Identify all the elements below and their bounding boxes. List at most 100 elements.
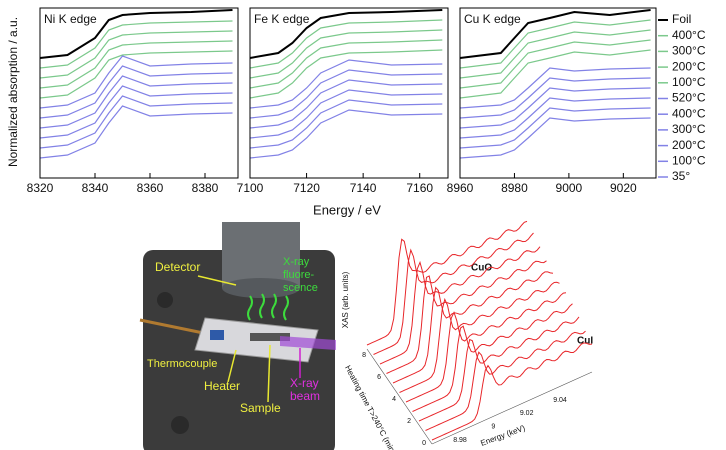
legend-label: 520°C (672, 91, 706, 105)
spectrum (39, 55, 233, 109)
time-tick-label: 2 (407, 418, 411, 425)
energy-tick-label: 9 (491, 424, 495, 431)
time-tick-label: 8 (362, 352, 366, 359)
x-tick-label: 8380 (192, 181, 219, 195)
panel-title: Fe K edge (254, 12, 310, 26)
waterfall: XAS (arb. units) Heating time T>240°C (m… (341, 220, 593, 450)
spectrum (249, 99, 443, 149)
spectrum (39, 20, 233, 69)
waterfall-curve (379, 246, 541, 365)
x-axis-label: Energy / eV (313, 202, 381, 217)
spectrum (459, 9, 651, 59)
waterfall-curve (425, 330, 586, 431)
spectrum (249, 19, 443, 69)
beam-label: X-ray (290, 376, 319, 390)
fluorescence-waves (247, 293, 289, 321)
setup-render: Detector X-ray fluore- scence Thermocoup… (139, 222, 336, 450)
waterfall-curve (418, 316, 580, 422)
x-tick-label: 9020 (610, 181, 637, 195)
pointer (227, 349, 237, 383)
energy-tick-label: 8.98 (453, 437, 467, 444)
spectrum (459, 117, 651, 159)
spectrum (459, 87, 651, 129)
spectrum (249, 69, 443, 119)
time-tick-label: 6 (377, 374, 381, 381)
x-tick-label: 8980 (501, 181, 528, 195)
spectrum (459, 49, 651, 99)
spectrum (459, 97, 651, 139)
plot-frame (459, 7, 657, 179)
waterfall-axis (431, 371, 593, 445)
time-tick-label: 4 (392, 396, 396, 403)
panel-title: Cu K edge (464, 12, 521, 26)
beam (280, 336, 336, 350)
cuo-label: CuO (471, 263, 492, 274)
spectrum (459, 67, 651, 109)
x-tick-label: 7120 (293, 181, 320, 195)
spectrum (39, 30, 233, 79)
legend-label: 300°C (672, 122, 706, 136)
waterfall-curve (373, 232, 534, 355)
spectrum (39, 95, 233, 149)
energy-tick-label: 9.04 (553, 397, 567, 404)
spectrum (249, 39, 443, 89)
spectrum (459, 107, 651, 149)
x-tick-label: 8340 (82, 181, 109, 195)
spectrum (39, 40, 233, 89)
waterfall-curve (386, 260, 547, 374)
spectrum (39, 105, 233, 159)
spectrum (39, 85, 233, 139)
waterfall-y-label: XAS (arb. units) (341, 271, 350, 328)
pointer (267, 344, 271, 403)
port (171, 416, 189, 434)
x-tick-label: 7100 (237, 181, 264, 195)
waterfall-curve (405, 292, 567, 403)
spectrum (459, 29, 651, 79)
legend-label: 200°C (672, 138, 706, 152)
legend-label: 400°C (672, 28, 706, 42)
time-tick-label: 0 (422, 440, 426, 447)
spectrum (249, 79, 443, 129)
spectrum (39, 65, 233, 119)
thermocouple-label: Thermocouple (147, 358, 217, 370)
pointer (197, 275, 237, 286)
legend-label: 200°C (672, 59, 706, 73)
detector-label: Detector (155, 260, 200, 274)
thermocouple-tip (210, 330, 224, 340)
spectrum (39, 9, 233, 59)
plot-frame (39, 7, 239, 179)
plot-frame (249, 7, 449, 179)
waterfall-axis (366, 348, 433, 445)
detector-face (222, 278, 300, 298)
spectrum (249, 89, 443, 139)
energy-tick-label: 9.02 (520, 410, 534, 417)
fluorescence-label: scence (283, 282, 318, 294)
x-tick-label: 8320 (27, 181, 54, 195)
spectrum (459, 77, 651, 119)
spectrum (249, 59, 443, 109)
spectrum (249, 9, 443, 59)
cui-label: CuI (577, 336, 593, 347)
x-tick-label: 8360 (137, 181, 164, 195)
x-tick-label: 7140 (350, 181, 377, 195)
spectrum (39, 75, 233, 129)
legend-label: 100°C (672, 75, 706, 89)
spectrum (249, 109, 443, 159)
waterfall-time-label: Heating time T>240°C (min) (343, 364, 398, 450)
fluorescence-label: X-ray (283, 256, 310, 268)
waterfall-curve (366, 220, 528, 346)
port (157, 292, 173, 308)
beam-label: beam (290, 389, 320, 403)
sample-label: Sample (240, 401, 281, 415)
waterfall-curve (412, 303, 573, 412)
spectrum (459, 19, 651, 69)
x-tick-label: 9000 (556, 181, 583, 195)
y-axis-label: Normalized absorption / a.u. (6, 17, 20, 167)
legend-label: 300°C (672, 44, 706, 58)
legend-label: 100°C (672, 153, 706, 167)
x-tick-label: 8960 (447, 181, 474, 195)
waterfall-curve (431, 342, 593, 441)
heater-label: Heater (204, 379, 240, 393)
legend-label: 35° (672, 169, 690, 183)
